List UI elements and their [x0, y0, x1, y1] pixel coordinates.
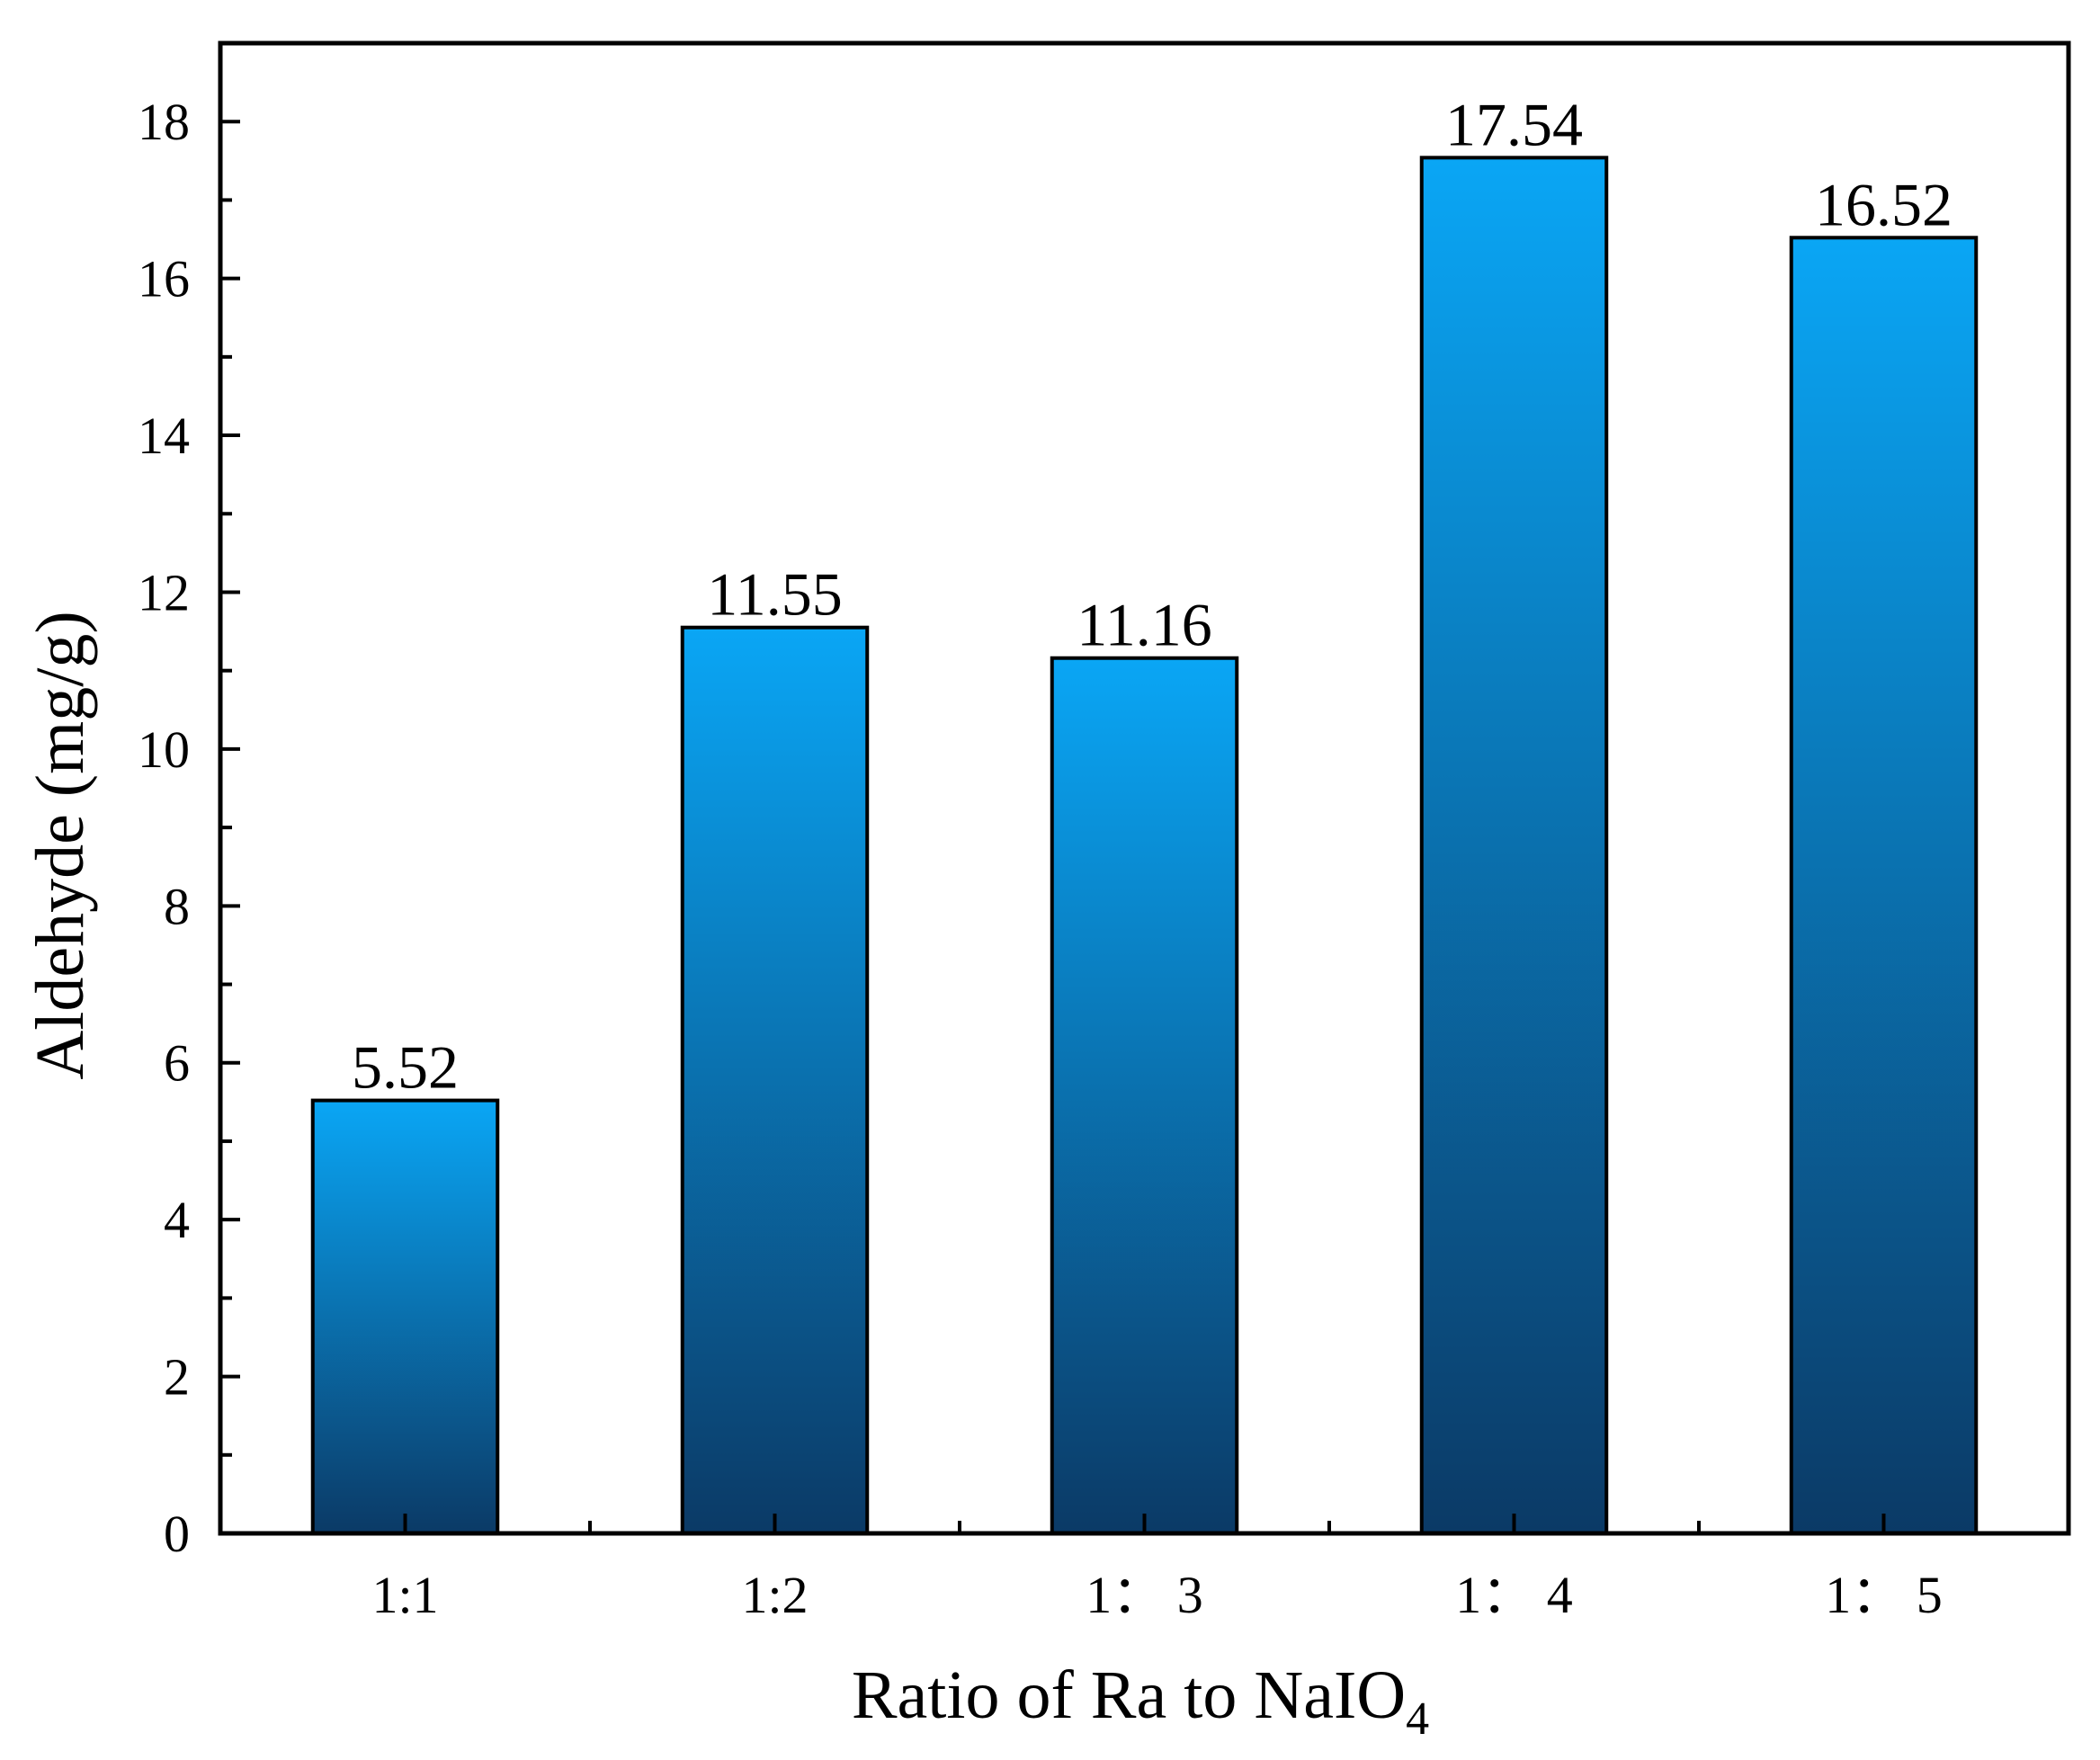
- bar-5: [1789, 236, 1979, 1535]
- y-tick-label-10: 18: [138, 93, 190, 151]
- x-axis-title: Ratio of Ra to NaIO4: [852, 1657, 1429, 1745]
- x-axis-title-main: Ratio of Ra to NaIO: [852, 1657, 1406, 1733]
- x-axis-title-subscript: 4: [1406, 1693, 1429, 1745]
- data-label-2: 11.55: [707, 560, 842, 629]
- y-tick-label-3: 4: [164, 1191, 190, 1249]
- data-label-1: 5.52: [352, 1033, 459, 1102]
- y-tick-label-4: 6: [164, 1034, 190, 1093]
- x-tick-label-4: 1： 4: [1455, 1566, 1573, 1624]
- bar-4: [1419, 156, 1609, 1535]
- y-tick-label-6: 10: [138, 720, 190, 779]
- axes-layer: [218, 40, 2071, 1536]
- bars-layer: [310, 156, 1979, 1535]
- x-tick-label-3: 1： 3: [1086, 1566, 1203, 1624]
- y-tick-label-8: 14: [138, 406, 190, 465]
- bar-2: [680, 625, 870, 1535]
- x-tick-label-2: 1:2: [741, 1566, 808, 1624]
- y-tick-label-5: 8: [164, 877, 190, 935]
- bar-3: [1050, 656, 1239, 1535]
- data-label-4: 17.54: [1445, 90, 1583, 158]
- labels-layer: 5.52 1:1 11.55 1:2 11.16 1： 3 17.54 1： 4 16.52 1：…: [138, 90, 1953, 1624]
- bar-1: [310, 1098, 500, 1535]
- data-label-5: 16.52: [1815, 170, 1953, 238]
- x-tick-label-1: 1:1: [371, 1566, 438, 1624]
- y-axis-title: Aldehyde (mg/g): [22, 611, 98, 1079]
- y-tick-label-9: 16: [138, 250, 190, 308]
- plot-frame: [218, 40, 2071, 1536]
- y-tick-label-2: 2: [164, 1348, 190, 1407]
- x-tick-label-5: 1： 5: [1825, 1566, 1943, 1624]
- data-label-3: 11.16: [1077, 591, 1211, 659]
- y-tick-label-1: 0: [164, 1505, 190, 1563]
- y-tick-label-7: 12: [138, 563, 190, 621]
